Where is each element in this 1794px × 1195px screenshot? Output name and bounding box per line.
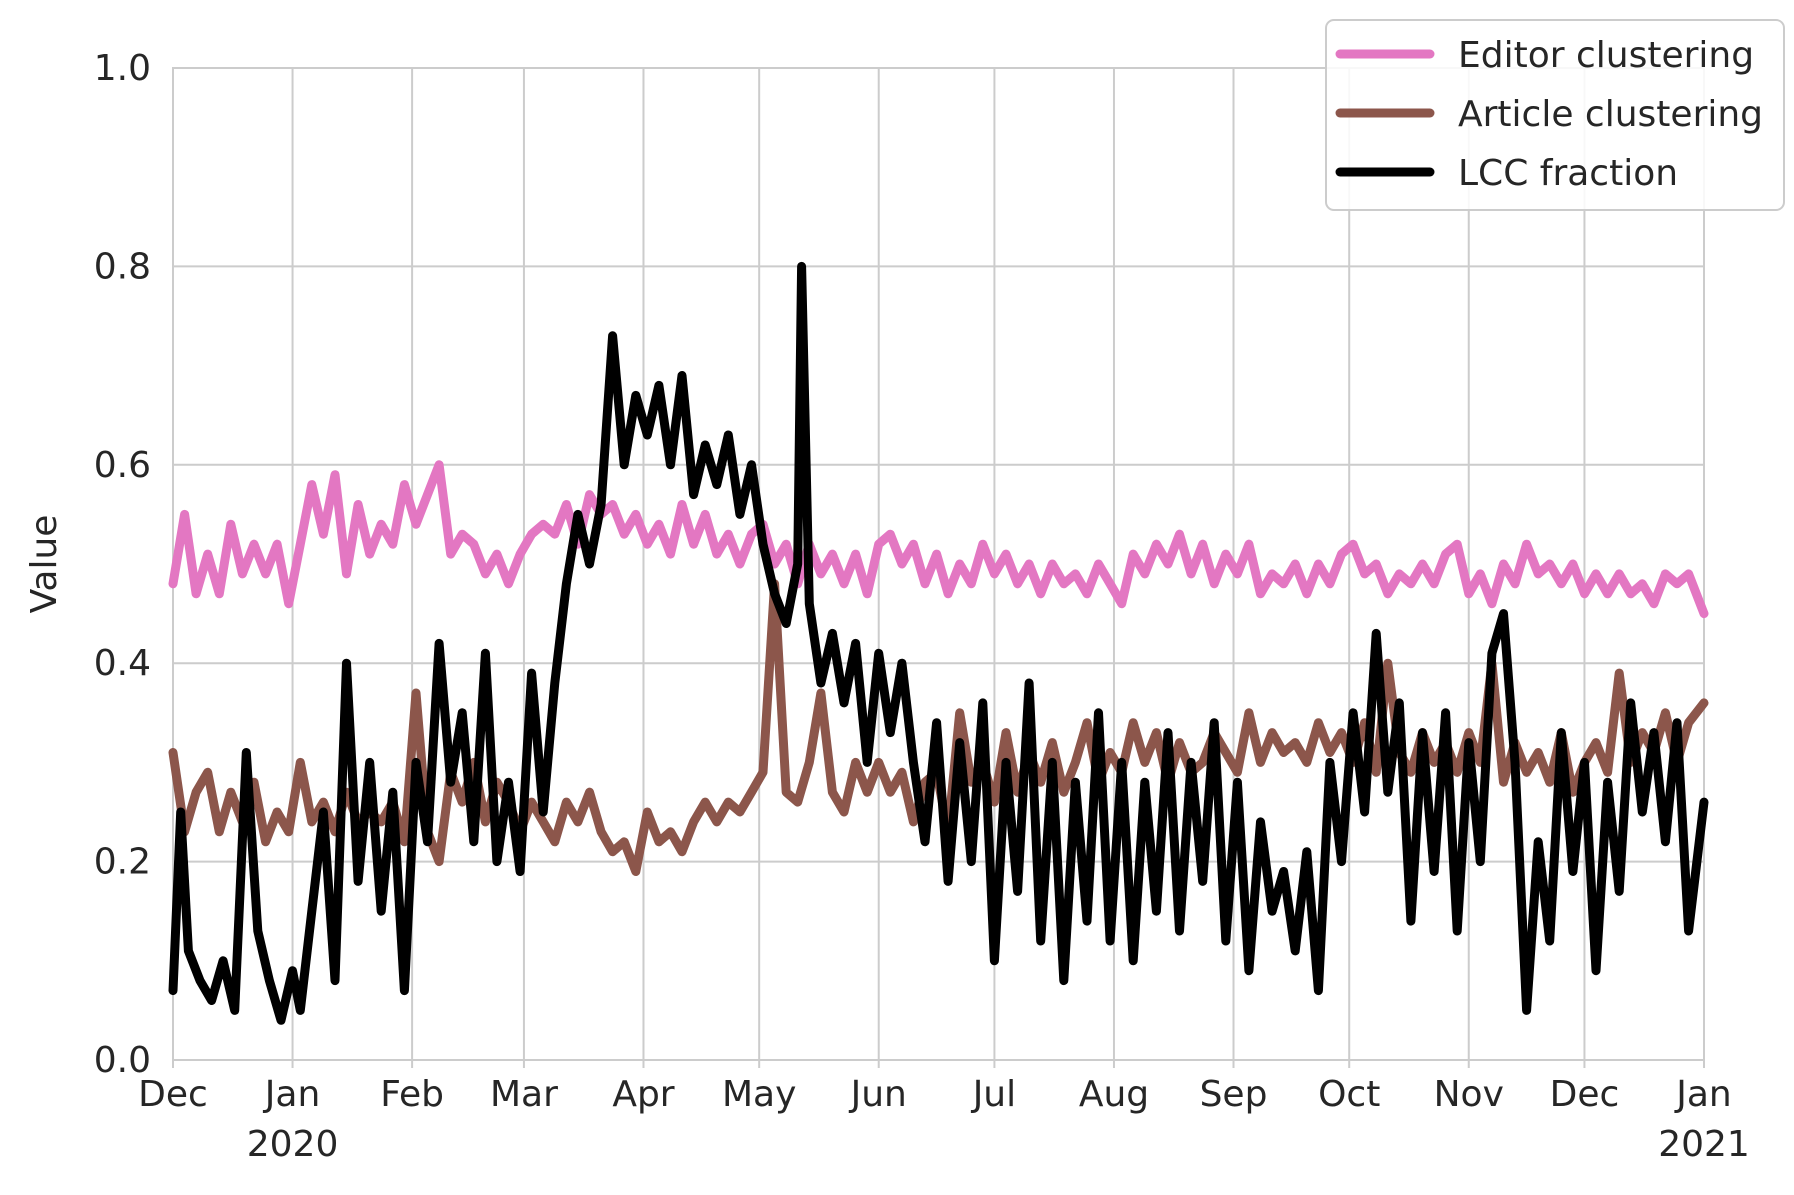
y-axis-title: Value	[24, 515, 65, 614]
x-tick-label: May	[722, 1074, 796, 1115]
x-tick-label: Feb	[380, 1074, 444, 1115]
y-tick-label: 0.0	[94, 1040, 151, 1081]
legend-label: Article clustering	[1458, 94, 1763, 135]
x-tick-label: Sep	[1200, 1074, 1268, 1115]
y-tick-label: 1.0	[94, 48, 151, 89]
x-tick-label: Nov	[1434, 1074, 1504, 1115]
series-line-lcc-fraction	[168, 261, 1709, 1025]
x-tick-label: Mar	[490, 1074, 558, 1115]
x-tick-label: Apr	[612, 1074, 674, 1115]
x-tick-label: Jan	[1674, 1074, 1732, 1115]
legend-label: Editor clustering	[1458, 35, 1754, 76]
y-tick-label: 0.4	[94, 643, 151, 684]
x-tick-label: Aug	[1079, 1074, 1149, 1115]
y-axis: 0.0 0.2 0.4 0.6 0.8 1.0	[94, 48, 151, 1081]
legend: Editor clustering Article clustering LCC f…	[1325, 19, 1785, 211]
y-tick-label: 0.8	[94, 246, 151, 287]
legend-label: LCC fraction	[1458, 153, 1678, 194]
x-axis: Dec Jan 2020 Feb Mar Apr May Jun Jul Aug Sep Oct Nov…	[138, 1060, 1750, 1165]
x-tick-label: Dec	[138, 1074, 208, 1115]
y-tick-label: 0.2	[94, 842, 151, 883]
x-tick-label: Jun	[849, 1074, 907, 1115]
series-line-editor-clustering	[168, 460, 1709, 619]
x-tick-year-label: 2020	[247, 1124, 339, 1165]
x-tick-label: Oct	[1318, 1074, 1380, 1115]
x-tick-label: Dec	[1550, 1074, 1620, 1115]
x-tick-year-label: 2021	[1658, 1124, 1750, 1165]
legend-box	[1325, 19, 1785, 211]
series-lines	[168, 261, 1709, 1025]
y-tick-label: 0.6	[94, 445, 151, 486]
x-tick-label: Jul	[971, 1074, 1016, 1115]
x-tick-label: Jan	[263, 1074, 321, 1115]
